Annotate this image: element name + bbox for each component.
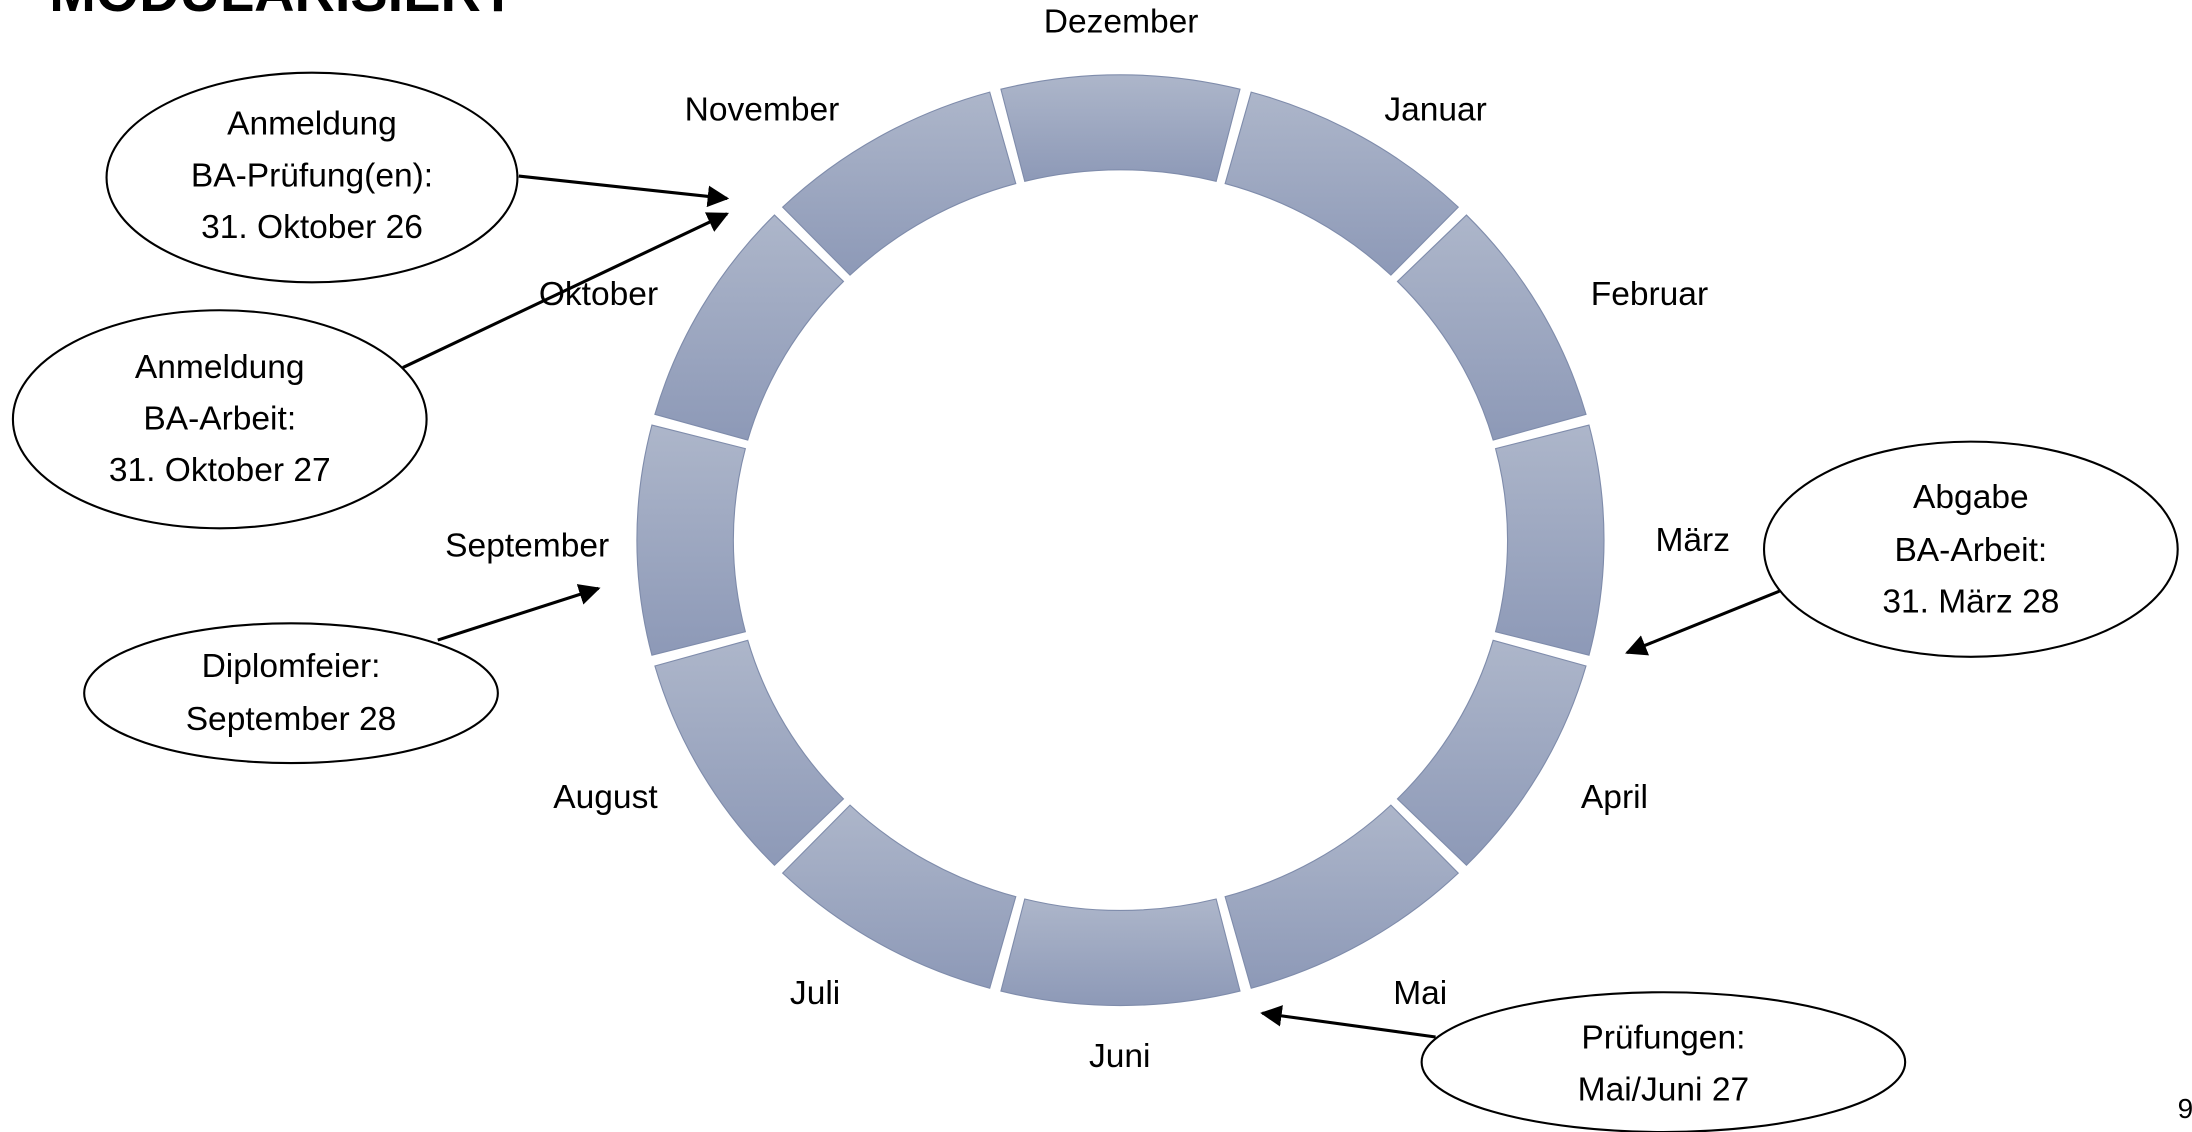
ring-segment (1000, 74, 1241, 182)
callout-text: 31. Oktober 27 (109, 452, 331, 489)
month-label: November (685, 92, 840, 129)
page-number: 9 (2178, 1093, 2192, 1124)
title: MODULARISIERT (49, 0, 515, 23)
callout-text: Anmeldung (227, 106, 397, 143)
callout-arrow (518, 174, 730, 208)
month-label: März (1655, 522, 1730, 559)
ring-segment (1494, 424, 1605, 656)
callout-arrow (1260, 1005, 1436, 1039)
month-label: Juni (1089, 1038, 1151, 1075)
month-label: August (553, 779, 658, 816)
callout-arrow (437, 584, 601, 642)
month-label: April (1581, 779, 1648, 816)
callout-arrow (1625, 589, 1780, 656)
ring-segment (1396, 639, 1587, 867)
callout-text: BA-Prüfung(en): (191, 157, 433, 194)
callout-text: 31. März 28 (1882, 584, 2059, 621)
callout-text: Diplomfeier: (202, 648, 381, 685)
ring-segment (636, 424, 747, 656)
callout-arrow (402, 212, 729, 369)
month-label: Februar (1591, 276, 1708, 313)
month-label: September (445, 528, 609, 565)
callout-text: Anmeldung (135, 349, 305, 386)
ring-segment (1224, 91, 1460, 276)
callout-bubble (11, 309, 428, 530)
month-label: Dezember (1044, 4, 1199, 41)
ring-segment (781, 91, 1017, 276)
callout-text: September 28 (186, 701, 397, 738)
callout-bubble (83, 622, 499, 765)
callout-text: 31. Oktober 26 (201, 209, 423, 246)
callout-text: Mai/Juni 27 (1578, 1071, 1749, 1108)
ring-segment (1000, 898, 1241, 1007)
month-label: Mai (1393, 975, 1447, 1012)
callout-text: BA-Arbeit: (1894, 532, 2047, 569)
ring-segment (654, 639, 845, 867)
month-label: Juli (790, 975, 840, 1012)
ring-segment (781, 804, 1017, 989)
ring-segment (1224, 804, 1460, 989)
ring-segment (1396, 214, 1587, 441)
callout-text: Prüfungen: (1581, 1020, 1745, 1057)
callout-bubble (105, 71, 519, 284)
callout-text: Abgabe (1913, 479, 2029, 516)
callout-bubble (1420, 991, 1907, 1132)
callout-bubble (1762, 440, 2179, 658)
month-label: Januar (1384, 92, 1487, 129)
ring-segment (654, 214, 845, 441)
callout-text: BA-Arbeit: (143, 401, 296, 438)
